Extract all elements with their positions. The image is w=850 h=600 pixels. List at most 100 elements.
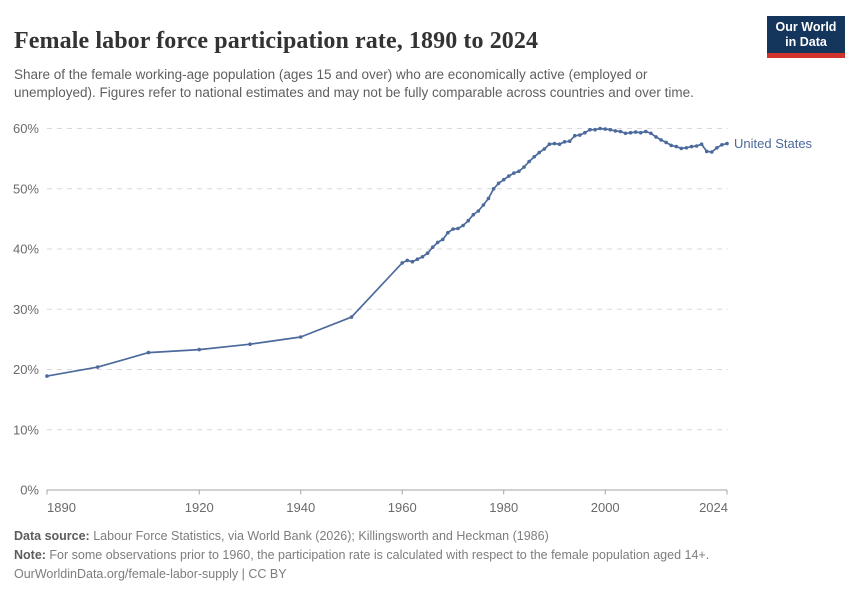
data-point [694,144,699,148]
x-tick-label: 1960 [388,500,417,515]
y-tick-label: 30% [13,302,39,317]
data-point [623,131,628,136]
data-point [501,177,506,182]
data-point [537,150,541,155]
data-point [588,127,592,132]
data-point [146,350,151,355]
data-source-label: Data source: [14,529,90,543]
data-point [699,142,704,146]
data-point [664,140,668,145]
data-point [603,127,607,131]
data-point [430,245,435,249]
data-source-line: Data source: Labour Force Statistics, vi… [14,527,814,546]
x-tick-label: 1940 [286,500,315,515]
data-point [547,142,552,146]
data-source-text: Labour Force Statistics, via World Bank … [89,529,549,543]
data-point [674,144,679,149]
note-text: For some observations prior to 1960, the… [45,548,710,562]
data-point [298,335,303,339]
data-point [684,146,689,150]
y-tick-label: 40% [13,242,39,257]
data-point [669,143,673,148]
data-point [491,187,496,191]
data-point [95,365,100,369]
data-point [689,144,694,149]
data-point [410,259,415,264]
data-point [441,237,445,242]
data-point [720,143,724,147]
data-point [578,133,582,137]
data-point [405,258,410,263]
data-point [573,133,577,138]
x-tick-label: 1980 [489,500,518,515]
data-point [476,209,481,213]
y-tick-label: 60% [13,121,39,136]
data-point [628,130,633,135]
y-tick-label: 50% [13,181,39,196]
data-point [507,174,511,178]
owid-logo: Our World in Data [767,16,845,58]
data-point [425,251,430,255]
x-tick-label: 2024 [699,500,728,515]
data-point [435,240,440,245]
data-point [517,169,521,174]
data-point [471,212,476,217]
data-point [638,130,643,135]
data-point [618,129,623,134]
data-point [466,218,471,223]
note-label: Note: [14,548,46,562]
data-point [446,230,450,235]
data-point [598,126,602,131]
data-point [456,226,460,231]
x-tick-label: 1920 [185,500,214,515]
data-point [583,130,587,135]
data-point [461,223,465,228]
data-point [567,139,572,143]
data-point [496,181,501,186]
data-point [552,141,557,146]
y-tick-label: 10% [13,422,39,437]
chart-subtitle: Share of the female working-age populati… [14,66,694,100]
data-point [415,257,420,262]
chart-footer: Data source: Labour Force Statistics, vi… [14,527,814,584]
data-point [349,315,354,319]
data-point [593,127,597,132]
data-point [633,130,638,134]
data-point [715,146,719,150]
series-line [46,127,728,377]
data-point [400,261,405,265]
data-point [248,342,252,347]
data-point [659,138,663,142]
data-point [649,131,653,136]
x-tick-label: 1890 [47,500,76,515]
data-point [481,203,486,207]
data-point [704,149,709,154]
y-tick-label: 20% [13,362,39,377]
data-point [451,227,455,231]
data-point [613,129,618,133]
data-point [725,141,729,146]
data-point [197,347,201,352]
data-point [542,147,547,151]
data-point [562,140,567,144]
data-point [420,254,425,259]
data-point [710,150,714,154]
data-point [522,165,526,169]
data-point [512,171,516,175]
data-point [527,159,531,164]
owid-logo-line2: in Data [785,35,827,49]
chart-title: Female labor force participation rate, 1… [14,28,539,55]
data-point [608,127,613,132]
data-point [532,155,536,159]
series-label: United States [734,136,813,151]
note-line: Note: For some observations prior to 196… [14,546,814,565]
data-point [654,135,658,139]
owid-logo-line1: Our World [775,20,837,34]
data-point [486,196,491,201]
x-tick-label: 2000 [591,500,620,515]
data-point [557,142,562,146]
data-point [45,374,49,378]
data-point [644,129,648,134]
